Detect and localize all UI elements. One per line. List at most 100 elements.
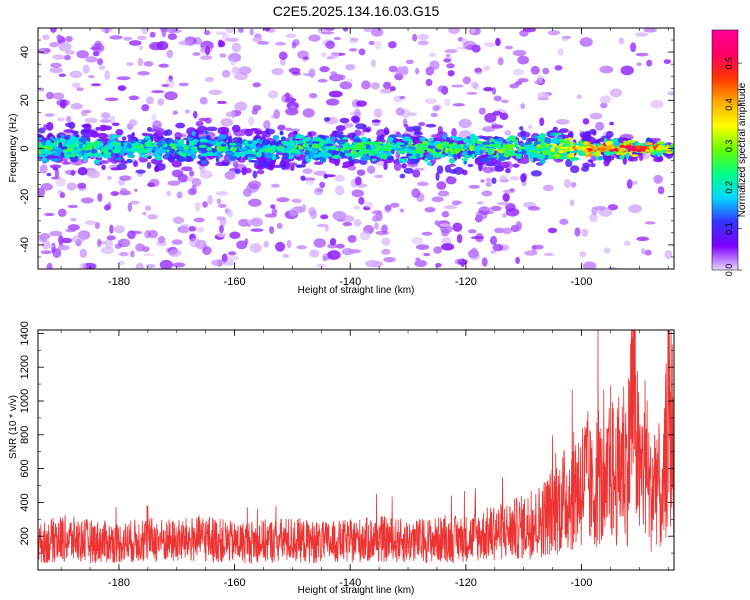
spectrogram-cell (347, 234, 357, 243)
spectrogram-cell (51, 157, 61, 162)
spectrogram-cell (487, 149, 493, 154)
spectrogram-cell (159, 259, 173, 269)
spectrogram-cell (379, 147, 385, 151)
spectrogram-cell (515, 256, 521, 265)
spectrogram-cell (375, 141, 384, 145)
spectrogram-cell (156, 128, 165, 137)
spectrogram-cell (218, 224, 224, 234)
spectrogram-cell (520, 142, 525, 147)
spectrogram-cell (441, 237, 452, 246)
spectrogram-cell (238, 218, 250, 227)
spectrogram-cell (507, 150, 516, 154)
snr-series-line (38, 330, 674, 565)
spectrogram-cell (395, 107, 405, 116)
spectrogram-cell (599, 147, 607, 153)
spectrogram-cell (229, 146, 237, 152)
spectrogram-cell (192, 139, 199, 143)
spectrogram-cell (334, 174, 345, 183)
spectrogram-cell (354, 151, 360, 158)
spectrogram-cell (70, 217, 77, 222)
spectrogram-cell (327, 243, 338, 249)
spectrogram-cell (548, 154, 555, 160)
spectrogram-cell (325, 40, 336, 50)
spectrogram-cell (453, 166, 465, 175)
spectrogram-cell (460, 258, 465, 268)
spectrogram-cell (152, 120, 162, 131)
spectrogram-cell (81, 144, 89, 148)
spectrogram-cell (346, 144, 352, 148)
spectrogram-cell (40, 182, 53, 191)
spectrogram-cell (641, 247, 646, 255)
spectrogram-cell (167, 180, 181, 186)
spectrogram-cell (172, 262, 186, 268)
spectrogram-cell (656, 151, 661, 158)
spectrogram-cell (387, 151, 392, 157)
spectrogram-cell (414, 259, 427, 268)
spectrogram-cell (240, 151, 245, 157)
spectrogram-cell (655, 147, 663, 151)
spectrogram-cell (528, 138, 538, 142)
spectrogram-y-label: Frequency (Hz) (8, 114, 19, 183)
spectrogram-cell (60, 146, 68, 150)
spectrogram-cell (568, 137, 573, 141)
spectrogram-cell (110, 134, 115, 141)
spectrogram-cell (130, 154, 135, 158)
spectrogram-cell (524, 141, 533, 145)
spectrogram-cell (485, 177, 491, 183)
spectrogram-cell (505, 168, 511, 174)
spectrogram-cell (145, 96, 155, 105)
spectrogram-cell (66, 182, 77, 191)
spectrogram-cell (122, 239, 131, 248)
spectrogram-cell (661, 146, 666, 151)
spectrogram-cell (44, 113, 55, 117)
spectrogram-cell (129, 200, 140, 205)
spectrogram-cell (365, 260, 379, 268)
spectrogram-cell (58, 235, 64, 245)
spectrogram-cell (462, 144, 469, 149)
x-tick-label: -160 (224, 577, 246, 589)
spectrogram-cell (353, 205, 361, 210)
spectrogram-cell (158, 63, 170, 68)
spectrogram-cell (87, 142, 94, 147)
spectrogram-cell (198, 117, 209, 122)
spectrogram-cell (208, 140, 217, 145)
y-tick-label: 0 (19, 145, 31, 151)
spectrogram-cell (104, 204, 111, 211)
spectrogram-cell (166, 145, 172, 151)
spectrogram-cell (65, 50, 76, 55)
spectrogram-cell (97, 238, 102, 248)
spectrogram-cell (117, 179, 126, 186)
spectrogram-cell (424, 206, 436, 213)
spectrogram-cell (49, 67, 63, 74)
spectrogram-cell (448, 157, 455, 164)
spectrogram-cell (502, 227, 512, 235)
spectrogram-cell (119, 187, 128, 195)
spectrogram-cell (52, 248, 62, 258)
spectrogram-cell (483, 65, 490, 71)
spectrogram-cell (481, 190, 493, 197)
spectrogram-cell (343, 149, 349, 154)
spectrogram-cell (73, 148, 78, 155)
spectrogram-cell (358, 48, 366, 56)
spectrogram-cell (195, 120, 204, 127)
spectrogram-cell (550, 138, 560, 144)
x-tick-label: -180 (108, 276, 130, 288)
spectrogram-cell (204, 45, 211, 56)
spectrogram-cell (304, 149, 310, 157)
spectrogram-cell (415, 67, 420, 75)
spectrogram-cell (383, 161, 388, 171)
spectrogram-cell (435, 172, 440, 181)
spectrogram-cell (421, 231, 433, 236)
spectrogram-cell (147, 213, 158, 220)
spectrogram-cell (539, 159, 546, 164)
spectrogram-cell (582, 118, 590, 125)
spectrogram-cell (70, 103, 83, 110)
spectrogram-cell (229, 231, 241, 240)
spectrogram-cell (401, 163, 407, 169)
spectrogram-cell (97, 192, 103, 202)
spectrogram-cell (394, 69, 409, 75)
spectrogram-cell (55, 177, 66, 187)
spectrogram-cell (82, 155, 88, 161)
spectrogram-cell (481, 141, 491, 145)
spectrogram-cell (391, 142, 396, 146)
